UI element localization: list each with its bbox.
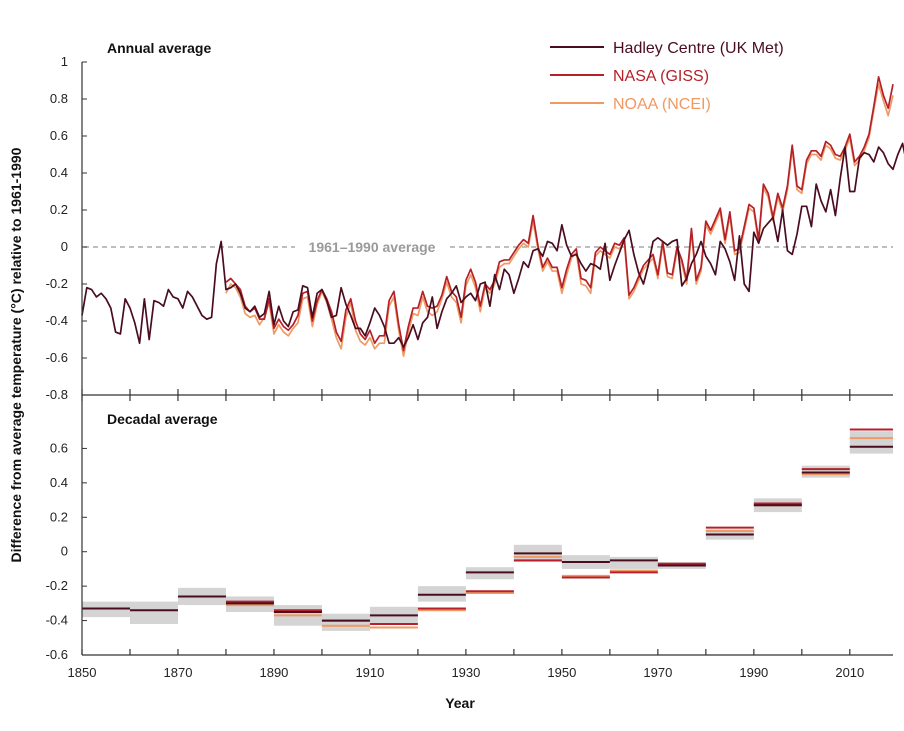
uncertainty-band-1960 (609, 556, 658, 569)
x-tick-label: 1970 (643, 665, 672, 680)
x-tick-label: 1870 (164, 665, 193, 680)
decadal-y-axis: -0.6 -0.4 -0.2 0 0.2 0.4 0.6 (46, 440, 87, 662)
x-axis-title: Year (445, 695, 475, 711)
annual-panel: 1961–1990 average -0.8 -0.6 -0.4 -0.2 0 0.2 0.… (46, 40, 904, 402)
annual-y-axis: -0.8 -0.6 -0.4 -0.2 0 0.2 0.4 0.6 0.8 1 (46, 54, 87, 402)
x-tick-label: 1950 (547, 665, 576, 680)
uncertainty-band-1860 (129, 601, 178, 625)
annual-y-tick-label: 0 (61, 239, 68, 254)
annual-y-tick-label: -0.4 (46, 313, 68, 328)
decadal-y-tick-label: 0.4 (50, 475, 68, 490)
x-tick-label: 1850 (68, 665, 97, 680)
decadal-y-tick-label: 0.2 (50, 509, 68, 524)
x-axis: 1850 1870 1890 1910 1930 1950 1970 1990 2010 (68, 389, 864, 680)
uncertainty-band-1900 (321, 613, 370, 631)
uncertainty-band-2010 (849, 431, 893, 454)
legend: Hadley Centre (UK Met) NASA (GISS) NOAA (N… (550, 40, 784, 113)
decadal-y-tick-label: -0.4 (46, 613, 68, 628)
annual-y-tick-label: 0.4 (50, 165, 68, 180)
legend-label-hadley-centre-uk-met: Hadley Centre (UK Met) (613, 40, 784, 57)
legend-label-noaa-ncei: NOAA (NCEI) (613, 96, 711, 113)
decadal-y-tick-label: -0.6 (46, 647, 68, 662)
uncertainty-bands (82, 431, 893, 631)
decadal-y-tick-label: 0 (61, 544, 68, 559)
annual-y-tick-label: 0.6 (50, 128, 68, 143)
x-tick-label: 1930 (451, 665, 480, 680)
annual-line-hadley-centre-uk-met (81, 142, 904, 348)
annual-panel-title: Annual average (107, 40, 211, 56)
legend-label-nasa-giss: NASA (GISS) (613, 68, 709, 85)
annual-y-tick-label: -0.2 (46, 276, 68, 291)
x-tick-label: 1890 (259, 665, 288, 680)
annual-line-noaa-ncei (225, 83, 894, 357)
decadal-y-tick-label: -0.2 (46, 578, 68, 593)
x-tick-label: 1990 (739, 665, 768, 680)
annual-y-tick-label: -0.8 (46, 387, 68, 402)
reference-line-group: 1961–1990 average (84, 239, 893, 255)
y-axis-title: Difference from average temperature (°C)… (8, 147, 24, 562)
decadal-series-group (82, 428, 893, 629)
x-tick-label: 1910 (355, 665, 384, 680)
annual-y-tick-label: -0.6 (46, 350, 68, 365)
reference-line-label: 1961–1990 average (309, 239, 436, 255)
decadal-y-tick-label: 0.6 (50, 440, 68, 455)
axis-frame (81, 62, 893, 656)
annual-y-tick-label: 0.2 (50, 202, 68, 217)
annual-y-tick-label: 1 (61, 54, 68, 69)
decadal-panel: -0.6 -0.4 -0.2 0 0.2 0.4 0.6 Decadal average (46, 411, 893, 662)
annual-line-nasa-giss (225, 75, 894, 352)
annual-y-tick-label: 0.8 (50, 91, 68, 106)
decadal-panel-title: Decadal average (107, 411, 218, 427)
x-tick-label: 2010 (835, 665, 864, 680)
annual-series-group (81, 75, 904, 357)
